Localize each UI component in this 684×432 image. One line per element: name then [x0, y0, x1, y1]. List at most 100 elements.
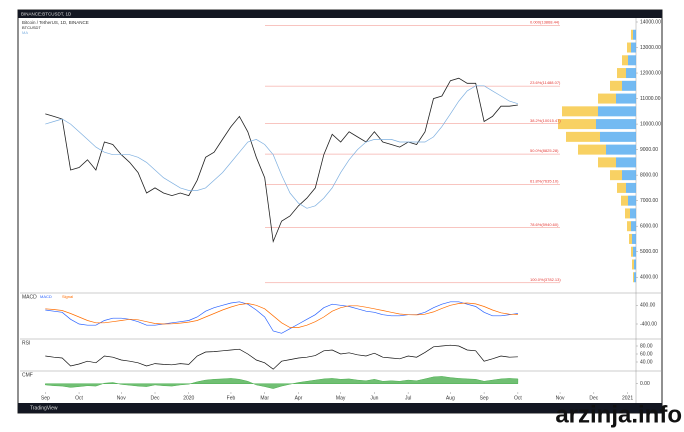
x-tick-label: Apr	[295, 395, 303, 401]
watermark: arzinja.info	[555, 401, 682, 428]
profile-up	[634, 259, 636, 270]
profile-up	[616, 157, 636, 168]
line	[45, 302, 518, 328]
y-tick-label: 400.00	[640, 303, 656, 309]
profile-up	[606, 144, 636, 155]
x-tick-label: Jul	[405, 395, 411, 401]
profile-down	[562, 106, 598, 117]
line	[45, 301, 518, 334]
legend-entry: Signal	[62, 294, 73, 299]
fib-label: 50.0%(8825.28)	[530, 148, 559, 153]
y-tick-label: 11000.00	[640, 96, 661, 102]
y-tick-label: -400.00	[640, 321, 657, 327]
profile-up	[616, 93, 636, 104]
x-tick-label: Dec	[151, 395, 160, 401]
x-tick-label: 2021	[622, 395, 633, 401]
y-tick-label: 60.00	[640, 351, 653, 357]
brand: TradingView	[30, 405, 58, 411]
bottom-bar	[18, 403, 662, 413]
profile-up	[630, 208, 636, 219]
profile-up	[632, 233, 636, 244]
y-tick-label: 0.00	[640, 381, 650, 387]
line	[45, 77, 518, 244]
profile-down	[598, 93, 616, 104]
pane-title: MACD	[22, 294, 37, 300]
profile-down	[625, 208, 630, 219]
y-tick-label: 13000.00	[640, 45, 661, 51]
x-tick-label: Sep	[41, 395, 50, 401]
y-tick-label: 9000.00	[640, 147, 658, 153]
x-tick-label: Nov	[117, 395, 126, 401]
x-tick-label: 2020	[183, 395, 194, 401]
fib-label: 23.6%(11488.07)	[530, 80, 561, 85]
y-tick-label: 12000.00	[640, 70, 661, 76]
profile-up	[600, 131, 636, 142]
profile-up	[626, 182, 636, 193]
area	[45, 376, 519, 389]
profile-down	[621, 195, 628, 206]
x-tick-label: Jun	[370, 395, 378, 401]
profile-up	[633, 246, 636, 257]
line	[45, 344, 518, 370]
fib-label: 100.0%(3782.13)	[530, 277, 561, 282]
x-tick-label: Oct	[75, 395, 83, 401]
x-tick-label: Feb	[227, 395, 236, 401]
profile-down	[627, 42, 631, 53]
legend-entry: BTCUSDT	[22, 25, 41, 30]
x-tick-label: Dec	[589, 395, 598, 401]
chart-legend: Bitcoin / TetherUS, 1D, BINANCE	[22, 20, 89, 25]
profile-up	[622, 80, 636, 91]
fib-label: 78.6%(5940.60)	[530, 222, 559, 227]
profile-up	[633, 29, 636, 40]
y-tick-label: 5000.00	[640, 249, 658, 255]
profile-down	[610, 80, 622, 91]
y-tick-label: 7000.00	[640, 198, 658, 204]
y-tick-label: 80.00	[640, 343, 653, 349]
legend-entry: MA	[22, 30, 28, 35]
profile-up	[634, 272, 636, 283]
line	[45, 85, 519, 209]
profile-up	[628, 195, 636, 206]
frame	[17, 9, 663, 414]
x-tick-label: Oct	[514, 395, 522, 401]
profile-down	[632, 259, 634, 270]
profile-up	[626, 68, 636, 79]
profile-down	[598, 157, 616, 168]
y-tick-label: 40.00	[640, 359, 653, 365]
x-tick-label: Nov	[556, 395, 565, 401]
fib-label: 38.2%(10015.47)	[530, 118, 561, 123]
pane-title: RSI	[22, 340, 30, 346]
y-tick-label: 4000.00	[640, 275, 658, 281]
y-tick-label: 10000.00	[640, 121, 661, 127]
fib-label: 0.000(13868.44)	[530, 19, 560, 24]
profile-up	[598, 106, 636, 117]
profile-down	[631, 246, 633, 257]
profile-down	[610, 170, 622, 181]
profile-down	[566, 131, 600, 142]
x-tick-label: May	[336, 395, 346, 401]
profile-down	[631, 29, 633, 40]
profile-up	[631, 42, 636, 53]
profile-up	[622, 170, 636, 181]
profile-down	[558, 119, 596, 130]
profile-down	[633, 272, 634, 283]
fib-label: 61.8%(7635.10)	[530, 179, 559, 184]
x-tick-label: Sep	[480, 395, 489, 401]
profile-down	[617, 182, 626, 193]
y-tick-label: 6000.00	[640, 224, 658, 230]
pane-title: CMF	[22, 372, 33, 378]
y-tick-label: 14000.00	[640, 19, 661, 25]
profile-up	[631, 221, 636, 232]
x-tick-label: Mar	[260, 395, 269, 401]
symbol: BINANCE:BTCUSDT, 1D	[21, 12, 72, 17]
legend-entry: MACD	[40, 294, 52, 299]
profile-down	[622, 55, 628, 66]
x-tick-label: Aug	[446, 395, 455, 401]
profile-up	[596, 119, 636, 130]
profile-up	[628, 55, 636, 66]
top-bar	[18, 10, 662, 18]
profile-down	[629, 233, 632, 244]
profile-down	[627, 221, 631, 232]
